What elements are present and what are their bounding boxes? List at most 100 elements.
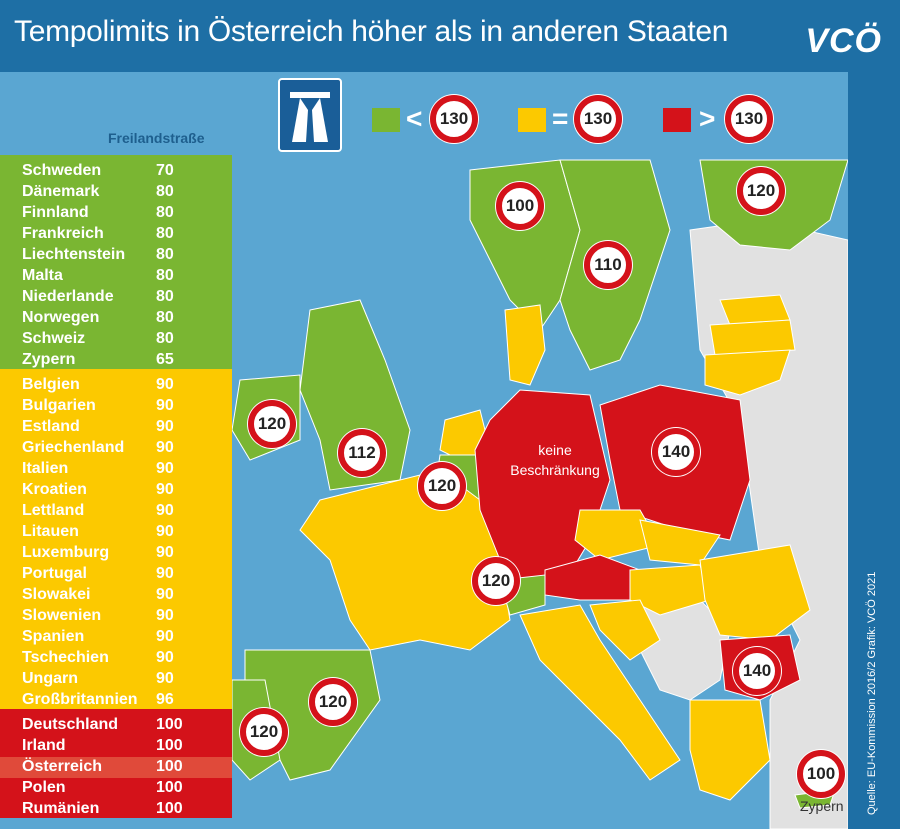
country-row: Zypern 65 xyxy=(0,350,232,371)
legend-operator: = xyxy=(552,103,569,134)
country-name: Ungarn xyxy=(22,670,78,687)
country-row: Deutschland 100 xyxy=(0,715,232,736)
speed-value: 100 xyxy=(156,779,183,796)
page-title: Tempolimits in Österreich höher als in a… xyxy=(14,15,729,48)
country-name: Norwegen xyxy=(22,309,100,326)
group-green xyxy=(0,155,232,369)
speed-value: 65 xyxy=(156,351,174,368)
map-sign-uk: 112 xyxy=(338,429,386,477)
group-yellow xyxy=(0,369,232,709)
country-name: Schweden xyxy=(22,162,102,179)
country-denmark xyxy=(504,304,546,386)
country-hungary xyxy=(629,564,711,616)
country-name: Rumänien xyxy=(22,800,100,817)
legend-speed-sign: 130 xyxy=(725,95,773,143)
country-row: Kroatien 90 xyxy=(0,480,232,501)
germany-label: keine Beschränkung xyxy=(510,442,600,478)
speed-value: 80 xyxy=(156,225,174,242)
country-row: Lettland 90 xyxy=(0,501,232,522)
country-name: Bulgarien xyxy=(22,397,96,414)
country-row: Schweiz 80 xyxy=(0,329,232,350)
country-row: Irland 100 xyxy=(0,736,232,757)
country-name: Österreich xyxy=(22,758,103,775)
speed-value: 90 xyxy=(156,607,174,624)
sidebar-title: Freilandstraße xyxy=(108,130,205,146)
cyprus-label: Zypern xyxy=(800,798,844,814)
speed-value: 100 xyxy=(156,800,183,817)
country-row: Polen 100 xyxy=(0,778,232,799)
map-sign-cyprus: 100 xyxy=(797,750,845,798)
map-sign-ireland: 120 xyxy=(248,400,296,448)
speed-value: 90 xyxy=(156,523,174,540)
country-greece xyxy=(689,699,771,801)
map-sign-poland: 140 xyxy=(652,428,700,476)
country-name: Liechtenstein xyxy=(22,246,126,263)
map-sign-finland: 120 xyxy=(737,167,785,215)
legend-speed-sign: 130 xyxy=(574,95,622,143)
country-name: Belgien xyxy=(22,376,80,393)
country-name: Polen xyxy=(22,779,66,796)
speed-value: 90 xyxy=(156,649,174,666)
country-name: Litauen xyxy=(22,523,79,540)
speed-value: 100 xyxy=(156,716,183,733)
legend-above: > 130 xyxy=(663,95,779,145)
country-name: Niederlande xyxy=(22,288,114,305)
side-stripe xyxy=(848,72,900,829)
country-latvia xyxy=(709,319,796,356)
country-row: Niederlande 80 xyxy=(0,287,232,308)
country-name: Frankreich xyxy=(22,225,104,242)
country-name: Slowenien xyxy=(22,607,102,624)
country-row: Griechenland 90 xyxy=(0,438,232,459)
country-row: Slowenien 90 xyxy=(0,606,232,627)
country-row: Frankreich 80 xyxy=(0,224,232,245)
country-row: Italien 90 xyxy=(0,459,232,480)
country-row: Ungarn 90 xyxy=(0,669,232,690)
legend-below: < 130 xyxy=(372,95,482,145)
country-italy xyxy=(519,604,681,781)
country-czechia xyxy=(574,509,661,561)
speed-value: 90 xyxy=(156,376,174,393)
country-row: Luxemburg 90 xyxy=(0,543,232,564)
speed-value: 80 xyxy=(156,330,174,347)
country-row: Dänemark 80 xyxy=(0,182,232,203)
speed-value: 100 xyxy=(156,737,183,754)
country-row: Slowakei 90 xyxy=(0,585,232,606)
legend-speed-sign: 130 xyxy=(430,95,478,143)
speed-value: 70 xyxy=(156,162,174,179)
map-sign-bulgaria: 140 xyxy=(733,647,781,695)
country-lithuania xyxy=(704,349,791,396)
speed-value: 80 xyxy=(156,309,174,326)
speed-value: 90 xyxy=(156,460,174,477)
legend-equal: = 130 xyxy=(518,95,628,145)
speed-value: 80 xyxy=(156,246,174,263)
speed-value: 96 xyxy=(156,691,174,708)
country-name: Slowakei xyxy=(22,586,91,603)
country-row: Litauen 90 xyxy=(0,522,232,543)
country-row: Portugal 90 xyxy=(0,564,232,585)
country-row: Rumänien 100 xyxy=(0,799,232,820)
speed-value: 80 xyxy=(156,183,174,200)
country-name: Griechenland xyxy=(22,439,125,456)
country-france xyxy=(299,469,511,651)
country-row: Österreich 100 xyxy=(0,757,232,778)
map-sign-belgium: 120 xyxy=(418,462,466,510)
legend-swatch xyxy=(372,108,400,132)
country-row: Tschechien 90 xyxy=(0,648,232,669)
country-row: Liechtenstein 80 xyxy=(0,245,232,266)
country-row: Estland 90 xyxy=(0,417,232,438)
vco-logo: VCÖ xyxy=(805,22,882,60)
country-name: Tschechien xyxy=(22,649,109,666)
country-name: Zypern xyxy=(22,351,76,368)
country-name: Luxemburg xyxy=(22,544,110,561)
country-row: Spanien 90 xyxy=(0,627,232,648)
country-row: Norwegen 80 xyxy=(0,308,232,329)
map-sign-austria: 120 xyxy=(472,557,520,605)
country-row: Großbritannien 96 xyxy=(0,690,232,711)
country-name: Großbritannien xyxy=(22,691,138,708)
country-name: Lettland xyxy=(22,502,85,519)
country-name: Italien xyxy=(22,460,69,477)
map-sign-norway: 100 xyxy=(496,182,544,230)
speed-value: 90 xyxy=(156,565,174,582)
speed-value: 90 xyxy=(156,418,174,435)
legend-swatch xyxy=(663,108,691,132)
